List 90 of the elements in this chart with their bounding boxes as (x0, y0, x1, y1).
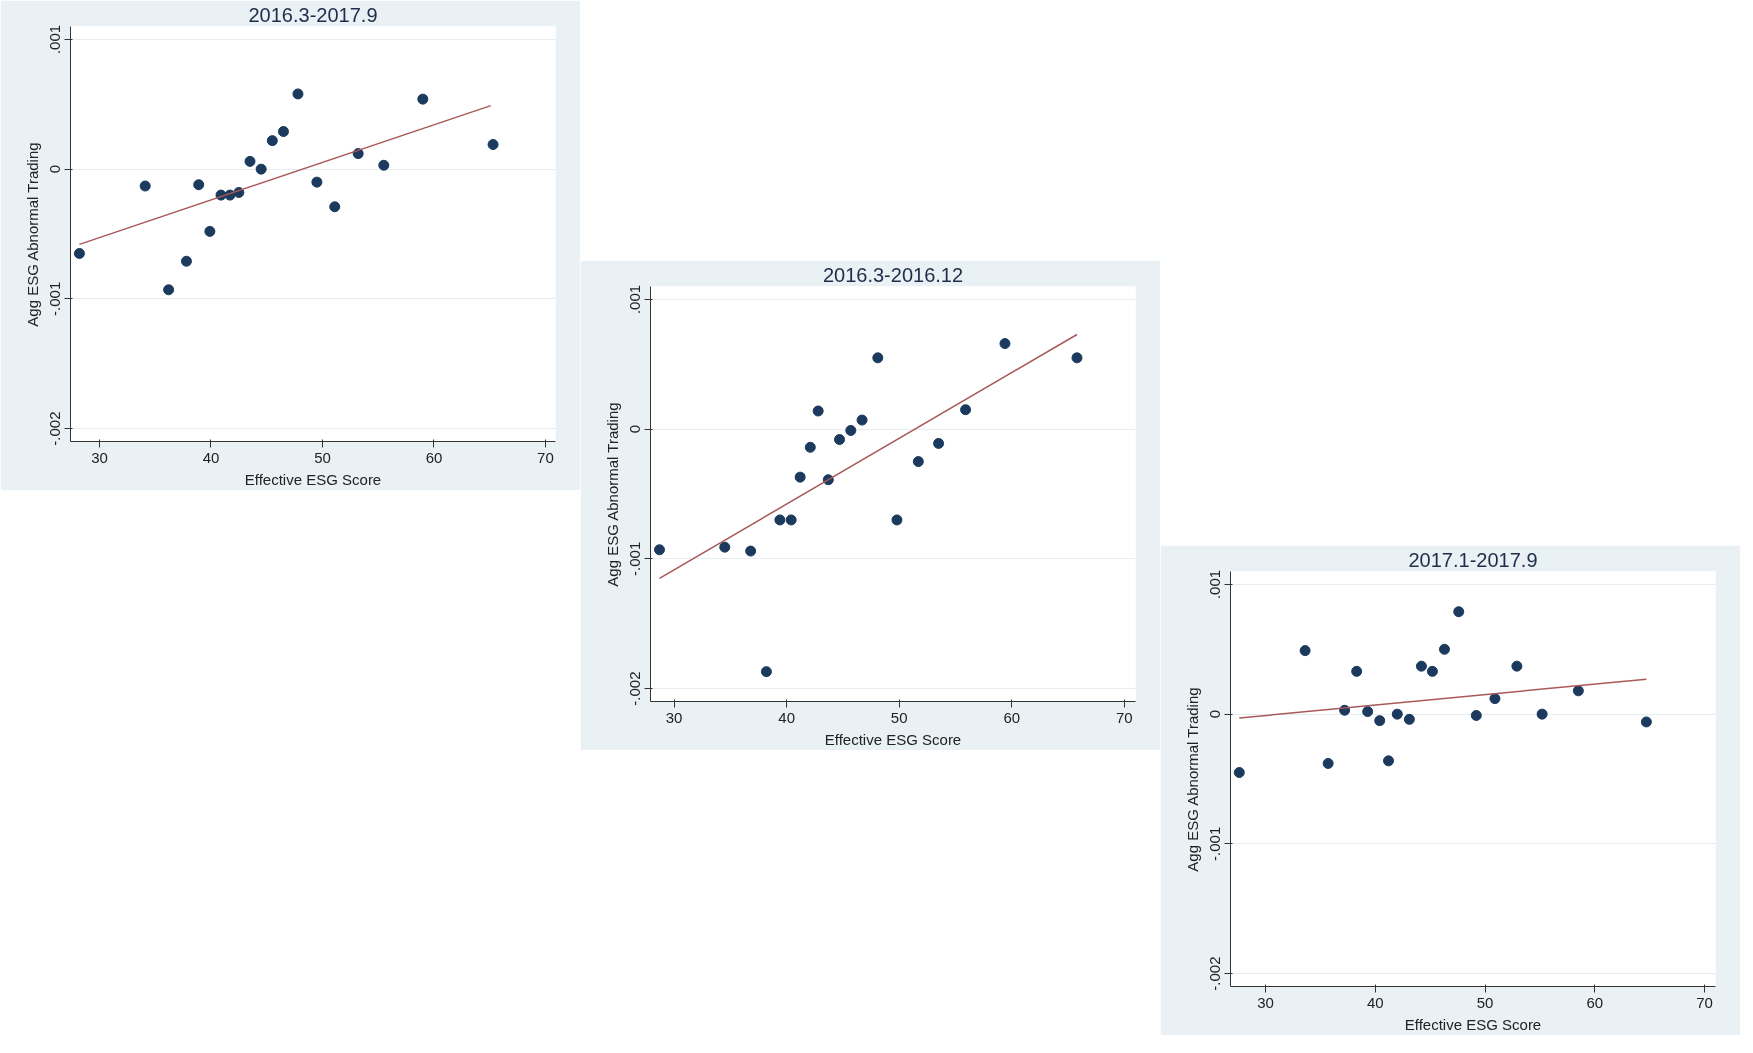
point (1438, 643, 1450, 655)
point (193, 179, 205, 191)
y-tick-label: 0 (625, 424, 643, 434)
point (719, 541, 731, 553)
point (933, 437, 945, 449)
point (745, 545, 757, 557)
point (244, 155, 256, 167)
point (834, 434, 846, 446)
y-tick-label: 0 (45, 164, 63, 174)
point (180, 255, 192, 267)
y-tick-label: .001 (45, 24, 63, 55)
point (845, 424, 857, 436)
chart-title: 2017.1-2017.9 (1408, 548, 1538, 571)
chart-title: 2016.3-2017.9 (248, 3, 378, 26)
point (774, 514, 786, 526)
point (1415, 660, 1427, 672)
y-axis-title: Agg ESG Abnormal Trading (603, 402, 621, 587)
y-tick-label: -.002 (45, 411, 63, 446)
y-tick-label: -.001 (625, 541, 643, 576)
point (163, 284, 175, 296)
x-axis-title: Effective ESG Score (824, 730, 962, 748)
point (812, 405, 824, 417)
point (1453, 606, 1465, 618)
x-tick-label: 40 (778, 708, 796, 726)
point (1362, 706, 1374, 718)
x-axis-title: Effective ESG Score (1404, 1015, 1542, 1033)
point (872, 352, 884, 364)
x-tick-label: 70 (1115, 708, 1133, 726)
point (417, 93, 429, 105)
point (1572, 685, 1584, 697)
point (1322, 757, 1334, 769)
point (329, 201, 341, 213)
point (1071, 352, 1083, 364)
point (1391, 708, 1403, 720)
x-tick-label: 30 (665, 708, 683, 726)
point (654, 544, 665, 556)
x-tick-label: 60 (1586, 993, 1604, 1011)
point (760, 666, 772, 678)
point (1374, 715, 1386, 727)
x-tick-label: 30 (1257, 993, 1274, 1011)
point (1403, 713, 1415, 725)
y-tick-label: 0 (1205, 709, 1223, 719)
point (912, 456, 924, 468)
y-axis-title: Agg ESG Abnormal Trading (23, 142, 41, 327)
point (999, 338, 1011, 350)
point (255, 163, 267, 175)
y-tick-label: -.002 (1205, 956, 1223, 991)
point (1426, 665, 1438, 677)
point (1383, 755, 1395, 767)
chart-title: 2016.3-2016.12 (822, 263, 964, 286)
y-tick-label: -.001 (1205, 826, 1223, 861)
x-tick-label: 40 (202, 448, 220, 466)
x-tick-label: 40 (1367, 993, 1384, 1011)
y-tick-label: .001 (1205, 569, 1223, 600)
x-tick-label: 60 (425, 448, 443, 466)
point (1233, 767, 1245, 779)
y-tick-label: -.001 (45, 281, 63, 316)
point (856, 414, 868, 426)
point (794, 471, 806, 483)
point (960, 404, 972, 416)
point (204, 225, 216, 237)
x-tick-label: 70 (537, 448, 554, 466)
point (1489, 693, 1501, 705)
point (139, 180, 151, 192)
x-tick-label: 50 (314, 448, 331, 466)
x-tick-label: 70 (1696, 993, 1713, 1011)
y-tick-label: .001 (625, 284, 643, 315)
point (277, 126, 289, 138)
point (266, 135, 278, 147)
point (804, 441, 816, 453)
x-tick-label: 60 (1003, 708, 1021, 726)
point (311, 176, 323, 188)
point (1470, 709, 1482, 721)
x-tick-label: 50 (1476, 993, 1494, 1011)
point (1536, 708, 1548, 720)
point (785, 514, 797, 526)
y-tick-label: -.002 (625, 671, 643, 706)
x-axis-title: Effective ESG Score (244, 470, 382, 488)
point (1351, 665, 1363, 677)
x-tick-label: 30 (91, 448, 108, 466)
y-axis-title: Agg ESG Abnormal Trading (1183, 687, 1201, 872)
point (891, 514, 903, 526)
point (73, 247, 85, 259)
x-tick-label: 50 (890, 708, 908, 726)
point (1299, 645, 1311, 657)
point (487, 139, 499, 151)
point (1511, 660, 1523, 672)
point (1640, 716, 1652, 728)
point (378, 159, 390, 171)
point (292, 88, 304, 100)
